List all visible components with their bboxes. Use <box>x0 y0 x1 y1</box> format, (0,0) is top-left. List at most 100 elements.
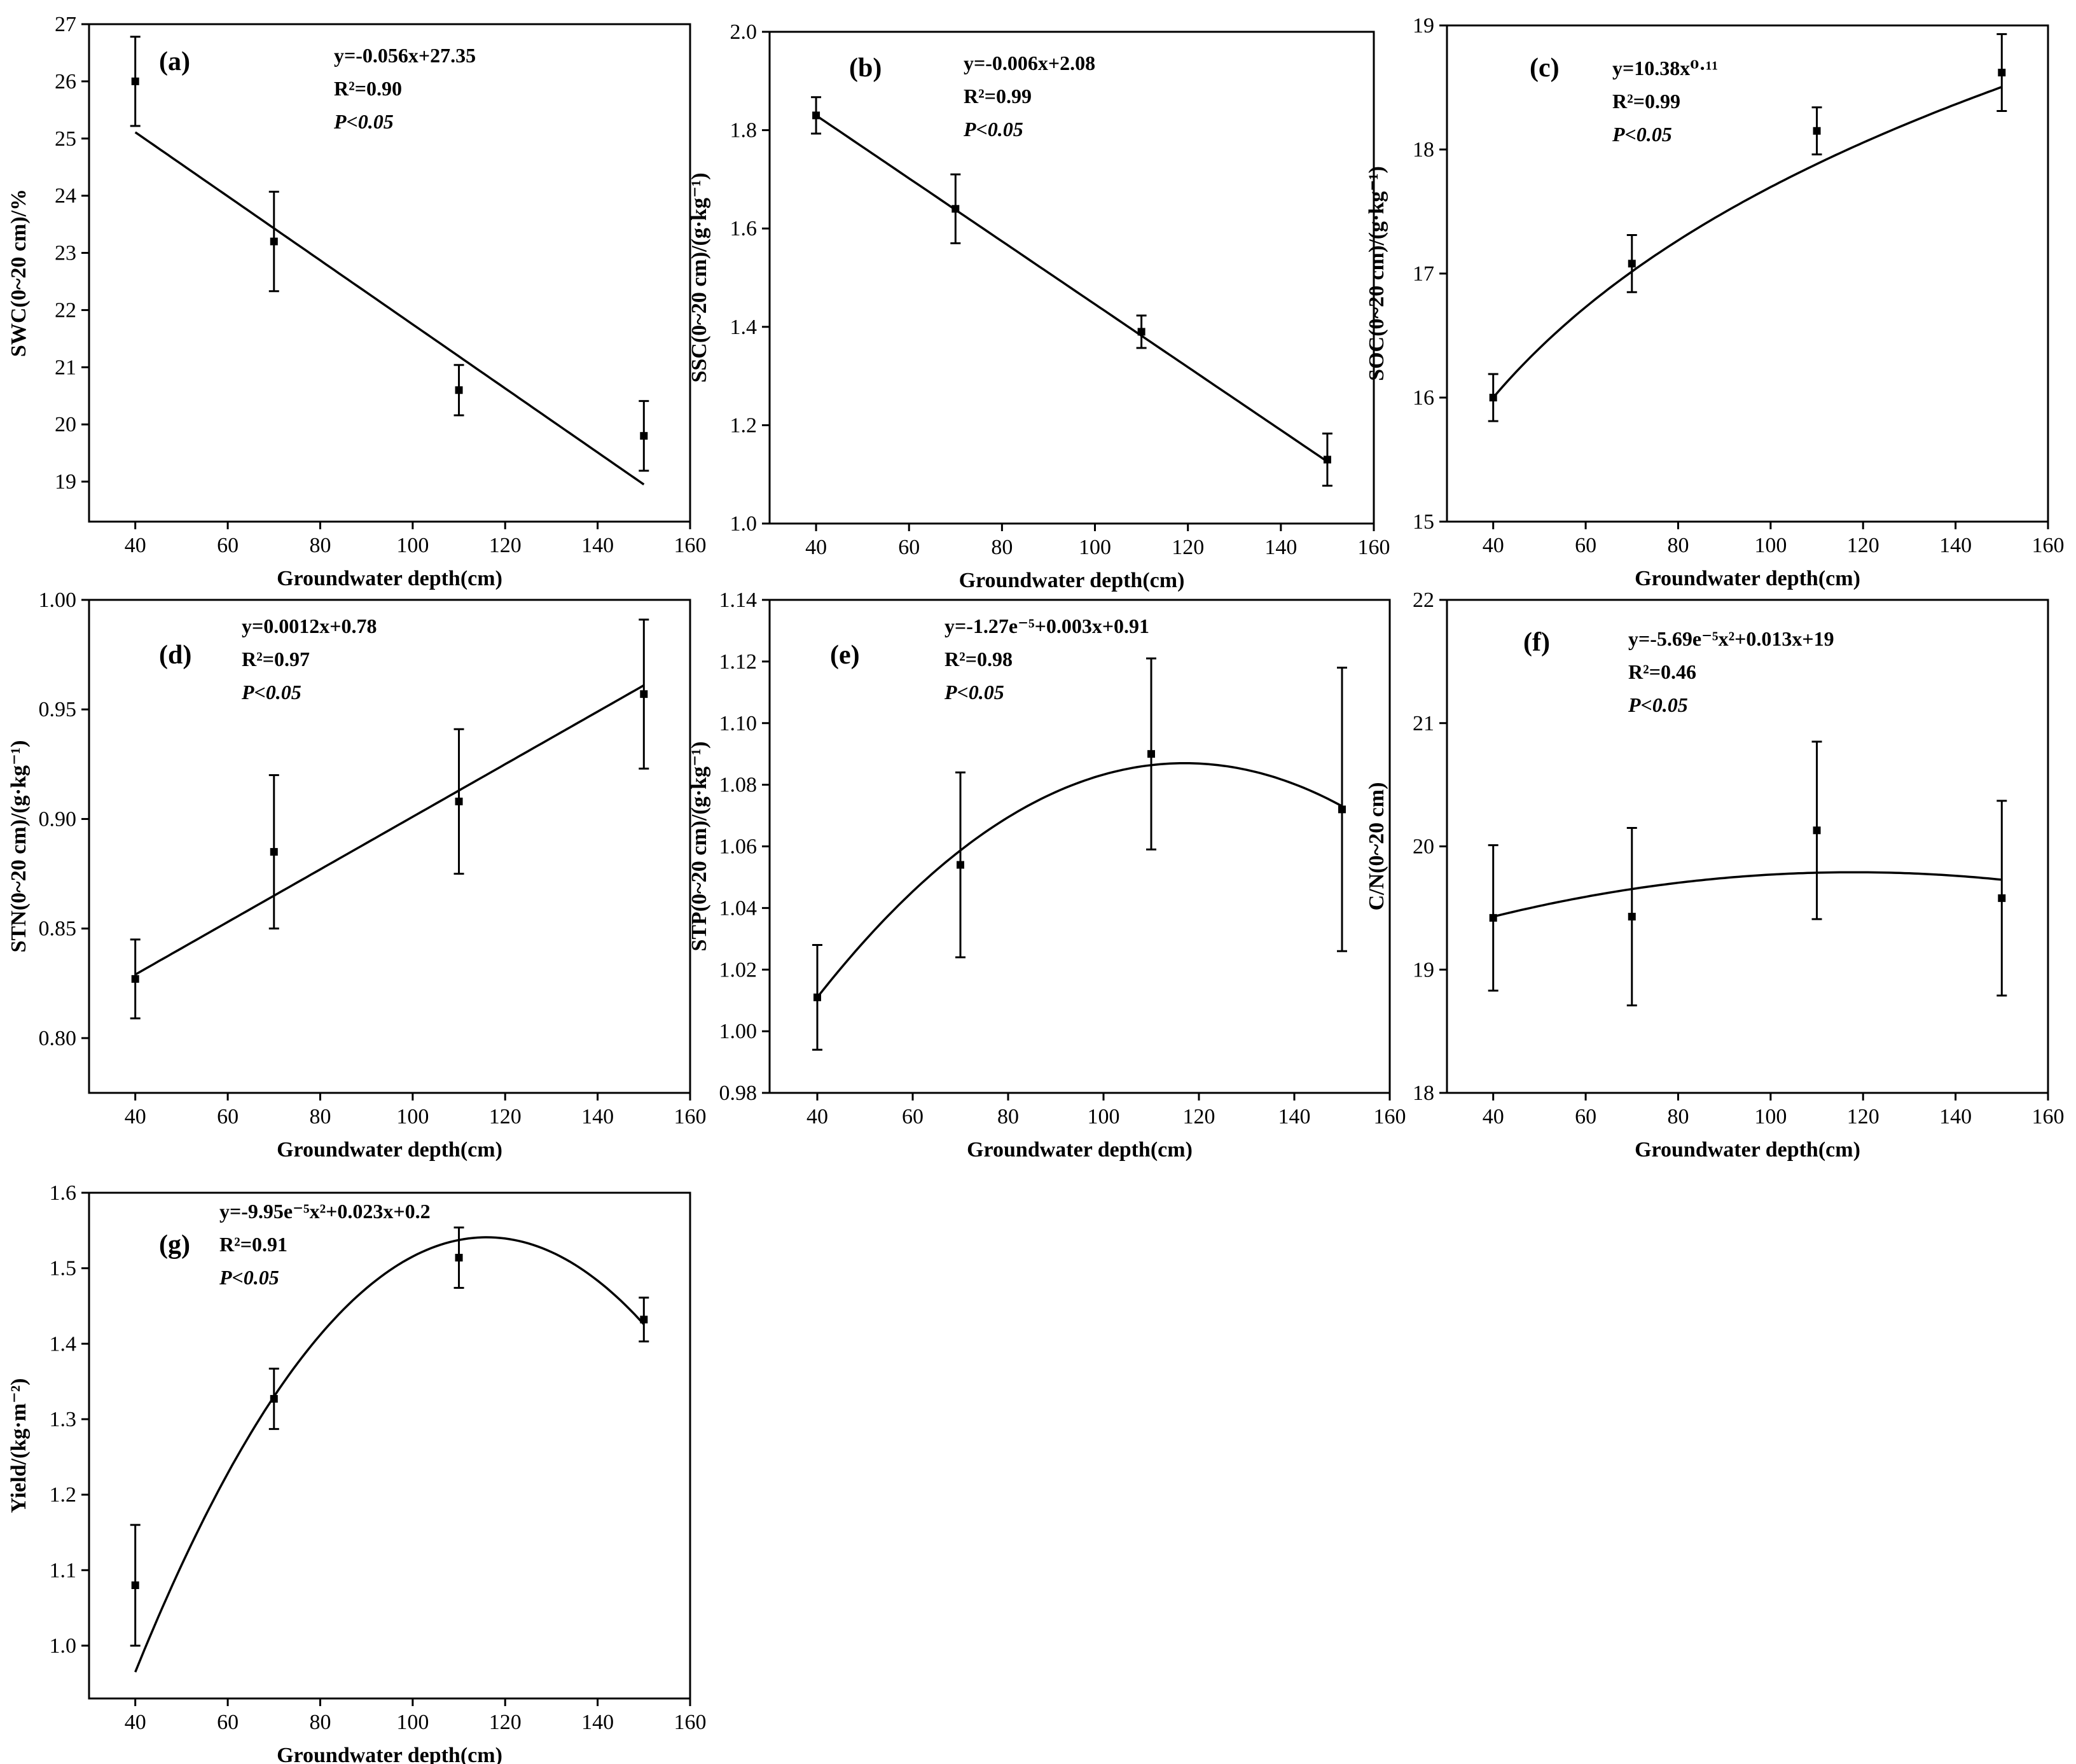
y-tick-label: 26 <box>55 70 76 94</box>
data-point <box>131 1581 139 1590</box>
panel-f: 40 60 80 100 120 140 160 18 19 20 21 22 Groundwater … <box>1365 588 2065 1162</box>
x-tick-label: 60 <box>902 1105 924 1129</box>
y-tick-label: 22 <box>55 298 76 322</box>
data-point <box>270 1394 278 1403</box>
y-tick-label: 1.4 <box>730 316 758 339</box>
y-tick-label: 25 <box>55 127 76 151</box>
data-point <box>1137 328 1145 336</box>
x-tick-label: 100 <box>396 1711 429 1734</box>
y-tick-label: 1.04 <box>719 896 758 920</box>
x-tick-label: 140 <box>1939 1105 1972 1129</box>
y-axis-title: Yield/(kg·m⁻²) <box>7 1379 31 1513</box>
x-axis-title: Groundwater depth(cm) <box>277 1744 502 1764</box>
equation-text: y=0.0012x+0.78 <box>242 615 377 637</box>
x-tick-label: 100 <box>1079 536 1111 559</box>
y-tick-label: 0.95 <box>39 698 77 721</box>
x-tick-label: 40 <box>806 1105 828 1129</box>
y-tick-label: 20 <box>1413 835 1434 859</box>
data-point <box>640 690 648 698</box>
x-tick-label: 160 <box>2032 1105 2065 1129</box>
r-squared-text: R²=0.91 <box>219 1233 287 1256</box>
plot-frame <box>768 599 1391 1094</box>
plot-frame <box>768 31 1375 525</box>
y-tick-label: 1.3 <box>50 1408 77 1431</box>
r-squared-text: R²=0.99 <box>964 85 1032 108</box>
y-tick-label: 1.08 <box>719 774 758 797</box>
plot-frame <box>88 23 691 523</box>
p-value-text: P<0.05 <box>219 1266 279 1289</box>
x-tick-label: 40 <box>125 1105 146 1129</box>
data-point <box>951 205 960 213</box>
plot-frame <box>1446 599 2049 1094</box>
panel-label: (d) <box>159 641 191 670</box>
x-tick-label: 80 <box>309 534 331 557</box>
p-value-text: P<0.05 <box>963 118 1023 141</box>
plot-frame <box>88 599 691 1094</box>
y-tick-label: 1.2 <box>730 413 758 437</box>
equation-text: y=-0.056x+27.35 <box>334 44 476 67</box>
panel-label: (g) <box>159 1230 190 1260</box>
x-tick-label: 120 <box>1172 536 1204 559</box>
x-tick-label: 140 <box>581 1711 614 1734</box>
y-tick-label: 27 <box>55 13 76 36</box>
data-point <box>455 386 463 394</box>
x-tick-label: 120 <box>489 1711 522 1734</box>
x-tick-label: 40 <box>125 534 146 557</box>
y-tick-label: 1.4 <box>50 1332 77 1356</box>
x-tick-label: 140 <box>581 534 614 557</box>
x-tick-label: 160 <box>674 534 707 557</box>
y-tick-label: 16 <box>1413 386 1434 410</box>
fit-line <box>816 761 1343 998</box>
fit-line <box>815 114 1328 463</box>
p-value-text: P<0.05 <box>1612 123 1672 146</box>
x-tick-label: 100 <box>396 1105 429 1129</box>
y-tick-label: 24 <box>55 184 76 208</box>
p-value-text: P<0.05 <box>944 681 1004 704</box>
x-axis-title: Groundwater depth(cm) <box>967 1138 1193 1162</box>
x-tick-label: 40 <box>1483 1105 1504 1129</box>
data-point <box>1813 127 1821 135</box>
x-axis-title: Groundwater depth(cm) <box>1635 567 1860 590</box>
y-tick-label: 1.00 <box>719 1020 758 1043</box>
y-tick-label: 1.0 <box>730 512 758 536</box>
panel-a: 40 60 80 100 120 140 160 19 20 21 22 23 24 25 26 27 Grou… <box>7 13 707 590</box>
y-tick-label: 19 <box>1413 14 1434 38</box>
y-tick-label: 0.85 <box>39 917 77 941</box>
y-tick-label: 0.98 <box>719 1081 758 1105</box>
r-squared-text: R²=0.99 <box>1612 90 1680 113</box>
x-tick-label: 140 <box>1939 534 1972 557</box>
y-axis-title: SSC(0~20 cm)/(g·kg⁻¹) <box>688 172 711 382</box>
y-tick-label: 21 <box>55 356 76 379</box>
x-tick-label: 120 <box>1183 1105 1215 1129</box>
x-tick-label: 80 <box>991 536 1013 559</box>
x-tick-label: 140 <box>1264 536 1297 559</box>
y-tick-label: 18 <box>1413 138 1434 162</box>
panel-label: (a) <box>159 47 190 76</box>
data-point <box>455 1254 463 1262</box>
y-tick-label: 23 <box>55 242 76 265</box>
x-tick-label: 100 <box>1088 1105 1120 1129</box>
data-point <box>640 1316 648 1324</box>
x-tick-label: 60 <box>217 1105 239 1129</box>
plot-frame <box>1446 24 2049 523</box>
y-tick-label: 1.00 <box>39 588 77 612</box>
y-tick-label: 1.8 <box>730 119 758 142</box>
y-tick-label: 17 <box>1413 262 1434 286</box>
y-tick-label: 1.14 <box>719 588 758 612</box>
x-tick-label: 160 <box>2032 534 2065 557</box>
y-tick-label: 19 <box>1413 958 1434 982</box>
y-tick-label: 1.12 <box>719 650 758 674</box>
panel-label: (e) <box>830 641 860 670</box>
fit-line <box>134 131 645 486</box>
x-tick-label: 160 <box>674 1711 707 1734</box>
data-point <box>813 993 821 1001</box>
panel-c: 40 60 80 100 120 140 160 15 16 17 18 19 Groundwater … <box>1365 14 2065 590</box>
fit-line <box>134 1236 645 1673</box>
x-tick-label: 120 <box>489 534 522 557</box>
equation-text: y=-0.006x+2.08 <box>964 52 1095 74</box>
y-axis-title: C/N(0~20 cm) <box>1365 782 1388 911</box>
data-point <box>1998 894 2006 902</box>
x-axis-title: Groundwater depth(cm) <box>277 567 502 590</box>
y-tick-label: 1.1 <box>50 1559 77 1582</box>
plot-frame <box>88 1191 691 1700</box>
